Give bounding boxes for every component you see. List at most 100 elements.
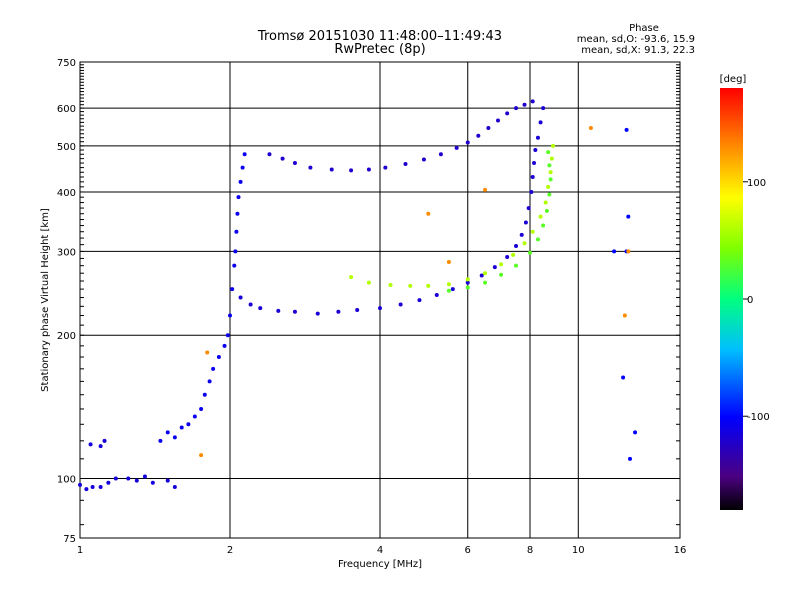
data-point	[398, 302, 403, 307]
colorbar-tick-label: 0	[747, 295, 753, 306]
data-point	[258, 306, 263, 311]
data-point	[465, 285, 470, 290]
data-point	[336, 309, 341, 314]
data-point	[514, 263, 519, 268]
data-point	[172, 484, 177, 489]
data-point	[522, 102, 527, 107]
data-point	[514, 106, 519, 111]
data-point	[624, 127, 629, 132]
data-point	[90, 484, 95, 489]
data-point	[505, 255, 510, 260]
data-point	[88, 442, 93, 447]
data-point	[238, 295, 243, 300]
data-point	[134, 478, 139, 483]
data-point	[186, 422, 191, 427]
data-point	[235, 211, 240, 216]
data-point	[248, 302, 253, 307]
data-point	[483, 271, 488, 276]
data-point	[158, 438, 163, 443]
data-point	[199, 406, 204, 411]
data-point	[308, 165, 313, 170]
data-point	[547, 163, 552, 168]
data-point	[465, 280, 470, 285]
data-point	[465, 277, 470, 282]
data-point	[172, 435, 177, 440]
data-point	[511, 252, 516, 257]
data-point	[225, 333, 230, 338]
y-tick-label: 600	[57, 104, 76, 115]
data-point	[446, 260, 451, 265]
data-point	[476, 133, 481, 138]
data-point	[403, 161, 408, 166]
data-point	[541, 223, 546, 228]
data-point	[366, 280, 371, 285]
data-point	[519, 232, 524, 237]
x-tick-label: 2	[227, 545, 233, 556]
data-point	[276, 308, 281, 313]
x-axis-label: Frequency [MHz]	[338, 559, 422, 570]
colorbar	[720, 88, 743, 510]
data-point	[438, 152, 443, 157]
x-tick-label: 6	[465, 545, 471, 556]
data-point	[612, 249, 617, 254]
grid-lines	[80, 62, 680, 538]
data-point	[421, 157, 426, 162]
data-point	[514, 243, 519, 248]
data-point	[538, 120, 543, 125]
data-point	[530, 99, 535, 104]
data-point	[228, 313, 232, 318]
y-tick-label: 300	[57, 247, 76, 258]
data-point	[622, 313, 627, 318]
data-point	[280, 156, 285, 161]
data-point	[207, 379, 212, 384]
x-tick-label: 1	[77, 545, 83, 556]
data-point	[426, 283, 431, 288]
data-point	[236, 195, 241, 200]
colorbar-label: [deg]	[720, 74, 747, 85]
data-point	[106, 480, 111, 485]
data-point	[315, 311, 320, 316]
data-point	[349, 168, 354, 173]
data-point	[633, 430, 638, 435]
colorbar-tick-label: -100	[747, 412, 770, 423]
data-point	[142, 474, 147, 479]
data-point	[528, 250, 532, 255]
data-point	[292, 309, 297, 314]
data-point	[551, 143, 556, 148]
data-point	[533, 147, 538, 152]
data-point	[549, 156, 554, 161]
y-axis-label: Stationary phase Virtual Height [km]	[40, 208, 51, 392]
data-point	[621, 375, 626, 380]
data-point	[529, 189, 534, 194]
data-point	[230, 287, 235, 292]
chart-title: Tromsø 20151030 11:48:00–11:49:43	[257, 29, 502, 44]
data-point	[626, 249, 631, 254]
data-point	[216, 355, 221, 360]
x-tick-label: 10	[572, 545, 585, 556]
data-point	[486, 126, 491, 131]
data-point	[408, 283, 413, 288]
data-point	[546, 150, 551, 155]
data-point	[329, 167, 334, 172]
x-tick-label: 4	[377, 545, 383, 556]
data-point	[526, 206, 531, 211]
data-point	[126, 476, 131, 481]
data-point	[523, 220, 528, 225]
data-point	[211, 366, 216, 371]
data-point	[232, 263, 237, 268]
data-point	[535, 135, 540, 140]
data-point	[199, 453, 204, 458]
data-point	[426, 211, 431, 216]
y-tick-label: 500	[57, 142, 76, 153]
data-point	[626, 214, 631, 219]
data-point	[242, 152, 247, 157]
chart-subtitle: RwPretec (8p)	[334, 42, 425, 57]
y-tick-label: 750	[57, 58, 76, 69]
data-point	[84, 487, 89, 492]
data-point	[378, 306, 382, 311]
data-point	[522, 241, 527, 246]
data-point	[483, 187, 488, 192]
y-tick-label: 75	[63, 534, 76, 545]
data-point	[450, 287, 455, 292]
